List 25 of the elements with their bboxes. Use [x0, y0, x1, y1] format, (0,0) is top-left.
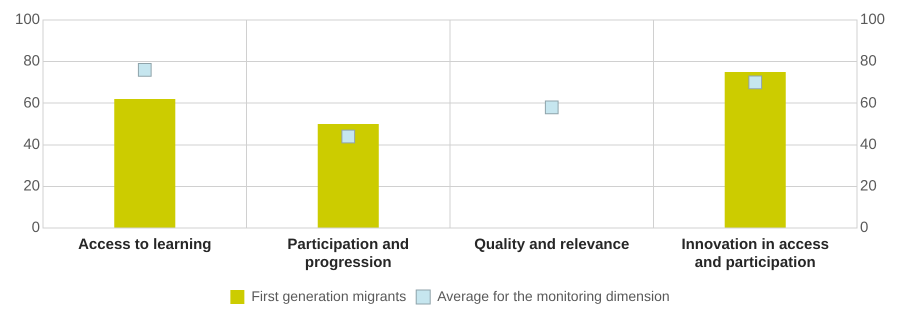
y-tick-label: 40 [23, 136, 40, 153]
y2-tick-label: 60 [860, 94, 877, 112]
bar [724, 72, 786, 228]
y-tick-label: 60 [23, 94, 40, 112]
legend-label: First generation migrants [251, 288, 406, 304]
x-tick-label: Access to learning [78, 236, 212, 254]
legend-label: Average for the monitoring dimension [437, 288, 670, 304]
y2-tick-label: 20 [860, 178, 877, 195]
x-tick-label: Quality and relevance [474, 236, 630, 254]
bar [318, 124, 379, 228]
y2-tick-label: 100 [860, 11, 886, 28]
point [748, 76, 762, 90]
y2-tick-label: 80 [860, 52, 877, 70]
point [341, 130, 356, 144]
bar [114, 99, 176, 228]
y2-tick-label: 0 [860, 219, 868, 236]
point [544, 100, 559, 114]
x-tick-label: Participation and progression [287, 236, 410, 272]
y-tick-label: 80 [23, 52, 40, 70]
y2-tick-label: 40 [860, 136, 877, 153]
point [138, 63, 152, 77]
x-tick-label: Innovation in access and participation [681, 236, 830, 272]
y-tick-label: 20 [23, 178, 40, 195]
y-tick-label: 0 [32, 219, 40, 236]
y-tick-label: 100 [14, 11, 40, 28]
